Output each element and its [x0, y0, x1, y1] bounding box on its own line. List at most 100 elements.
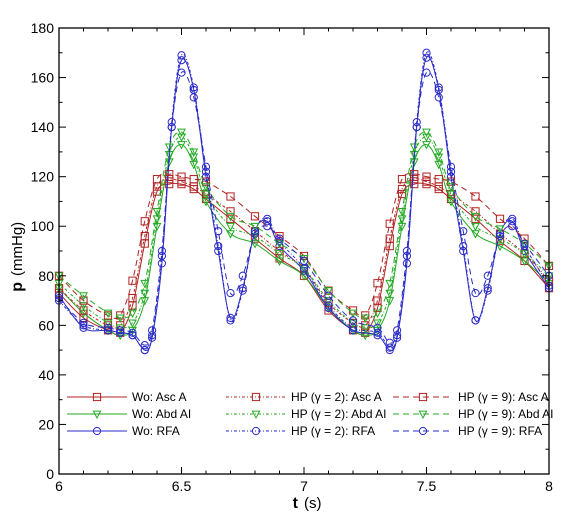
data-point — [446, 167, 456, 176]
data-point — [103, 326, 113, 335]
data-point — [152, 175, 162, 184]
legend-label: HP (γ = 9): Asc A — [458, 390, 549, 404]
data-point — [373, 323, 382, 332]
data-point — [410, 175, 419, 184]
series-line — [58, 136, 550, 329]
data-point — [434, 153, 444, 162]
data-point — [79, 302, 88, 311]
data-point — [324, 291, 333, 300]
y-tick-label: 180 — [31, 20, 55, 36]
data-point — [201, 183, 211, 192]
data-point — [79, 292, 88, 301]
y-axis-title-group: p (mmHg) — [9, 222, 26, 292]
data-point — [103, 319, 113, 328]
series-7 — [54, 128, 554, 323]
legend-entry: Wo: Asc A — [67, 390, 186, 404]
data-point — [79, 306, 88, 315]
data-point — [471, 192, 480, 201]
legend-marker — [251, 392, 261, 402]
data-point — [152, 207, 162, 217]
data-point — [167, 123, 176, 132]
legend-label: HP (γ = 9): Abd AI — [458, 407, 554, 421]
data-point — [483, 286, 492, 295]
legend-label: Wo: Asc A — [132, 390, 186, 404]
data-point — [250, 229, 260, 238]
data-point — [165, 170, 174, 179]
data-point — [471, 207, 480, 216]
data-point — [422, 133, 431, 143]
data-point — [412, 123, 421, 132]
data-point — [116, 328, 125, 337]
data-point — [189, 175, 198, 184]
legend-marker — [418, 392, 428, 402]
data-point — [116, 326, 125, 335]
y-tick-label: 120 — [31, 169, 55, 185]
legend-label: HP (γ = 9): RFA — [458, 424, 542, 438]
data-point — [177, 133, 186, 143]
data-point — [189, 148, 199, 157]
data-point — [471, 289, 480, 298]
data-point — [140, 217, 149, 226]
data-point — [128, 276, 137, 285]
data-point — [263, 222, 272, 231]
data-point — [164, 143, 174, 152]
data-point — [157, 251, 166, 261]
data-point — [434, 175, 443, 184]
data-point — [115, 314, 125, 323]
data-point — [385, 219, 394, 228]
data-point — [177, 68, 186, 77]
data-point — [471, 316, 480, 325]
legend-label: Wo: RFA — [132, 424, 180, 438]
data-point — [238, 271, 247, 280]
series-line — [58, 131, 550, 319]
series-layer — [54, 48, 554, 355]
data-point — [79, 321, 88, 330]
data-point — [397, 189, 407, 199]
data-point — [385, 338, 394, 347]
y-tick-label: 80 — [38, 268, 54, 284]
data-point — [495, 214, 505, 223]
data-point — [128, 328, 137, 337]
legend-marker — [92, 410, 102, 420]
x-tick-label: 8 — [545, 478, 553, 494]
data-point — [385, 289, 395, 299]
data-point — [373, 309, 382, 318]
data-point — [140, 346, 149, 355]
data-point — [140, 341, 149, 350]
data-point — [422, 177, 431, 186]
y-tick-label: 40 — [38, 367, 54, 383]
series-5 — [54, 48, 554, 355]
data-point — [250, 222, 260, 232]
data-point — [373, 279, 382, 288]
data-point — [459, 227, 468, 236]
legend-entry: HP (γ = 9): RFA — [393, 424, 542, 438]
series-8 — [54, 68, 554, 350]
data-point — [148, 331, 157, 340]
data-point — [165, 180, 174, 189]
data-point — [373, 319, 382, 328]
data-point — [275, 234, 284, 243]
legend-marker — [251, 410, 261, 420]
legend-label: HP (γ = 2): Abd AI — [291, 407, 387, 421]
data-point — [201, 162, 211, 171]
y-tick-label: 0 — [46, 466, 54, 482]
data-point — [226, 212, 235, 222]
data-point — [275, 232, 284, 241]
legend-marker — [92, 392, 102, 402]
data-point — [446, 177, 456, 186]
data-point — [79, 323, 88, 332]
data-point — [165, 175, 174, 184]
data-point — [189, 83, 198, 92]
data-point — [128, 293, 137, 303]
data-point — [422, 68, 431, 77]
data-point — [459, 241, 468, 251]
data-point — [79, 296, 88, 305]
x-axis-unit: (s) — [304, 495, 322, 512]
data-point — [483, 271, 492, 280]
data-point — [508, 217, 517, 226]
data-point — [177, 172, 186, 181]
data-point — [422, 128, 431, 138]
data-point — [508, 222, 517, 231]
data-point — [397, 175, 407, 184]
